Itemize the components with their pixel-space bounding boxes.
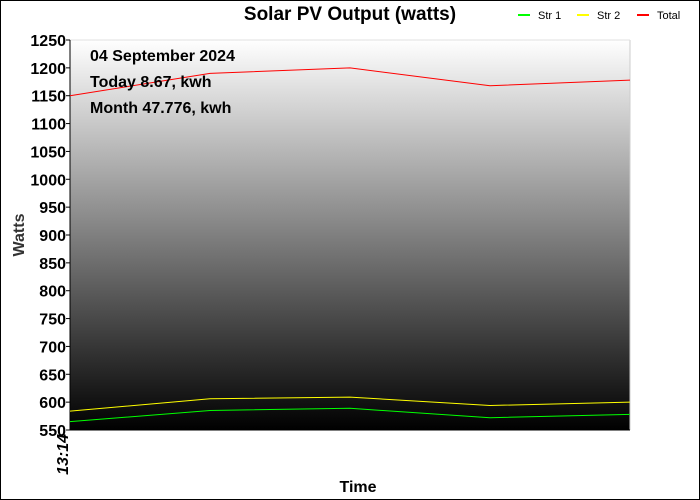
y-tick-label: 800 [39,284,66,301]
y-tick-label: 650 [39,367,66,384]
annotation-line: Month 47.776, kwh [90,100,231,117]
y-tick-label: 550 [39,423,66,440]
annotation-line: 04 September 2024 [90,48,235,65]
chart-title: Solar PV Output (watts) [244,4,456,25]
y-tick-label: 1000 [30,172,66,189]
y-tick-label: 900 [39,228,66,245]
y-tick-label: 700 [39,339,66,356]
y-tick-label: 750 [39,312,66,329]
annotations: 04 September 2024 Today 8.67, kwh Month 47… [90,48,235,117]
series-line-total [69,67,631,97]
y-axis-label: Watts [11,213,28,256]
series-line-str-1 [69,407,631,423]
legend-label: Str 2 [597,10,620,22]
plot-area [70,40,630,430]
series-lines [69,67,631,423]
x-tick-label: 13:14 [55,434,72,475]
y-tick-label: 950 [39,200,66,217]
y-tick-label: 1050 [30,144,66,161]
series-line-str-2 [69,396,631,412]
y-tick-label: 850 [39,256,66,273]
legend-label: Total [657,10,680,22]
y-axis-ticks: 550 600 650 700 750 800 850 900 950 1000 1050 1100 1… [30,33,70,440]
legend-label: Str 1 [538,10,561,22]
y-tick-label: 1200 [30,61,66,78]
legend: Str 1 Str 2 Total [518,10,680,22]
y-tick-label: 1100 [31,117,66,134]
y-tick-label: 600 [39,395,66,412]
y-tick-label: 1150 [31,89,66,106]
annotation-line: Today 8.67, kwh [90,74,212,91]
x-axis-label: Time [339,479,376,496]
y-tick-label: 1250 [30,33,66,50]
x-axis-ticks: 13:14 [55,434,72,475]
